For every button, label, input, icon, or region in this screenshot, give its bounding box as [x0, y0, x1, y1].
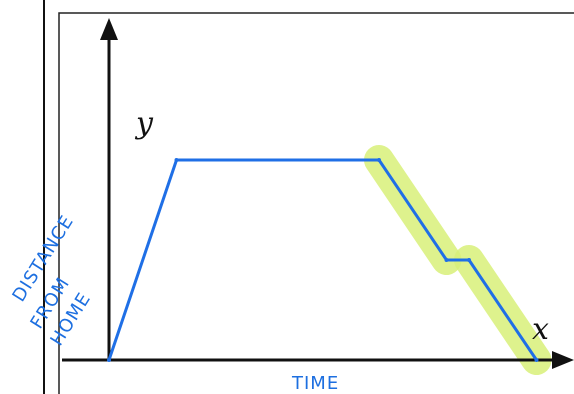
data-point-5	[467, 258, 471, 262]
data-point-3	[377, 158, 381, 162]
data-point-2	[174, 158, 179, 162]
series-layer	[107, 158, 539, 362]
line-segment-5	[467, 258, 538, 362]
x-label-time: TIME	[291, 373, 339, 394]
axes	[62, 18, 574, 369]
data-point-4	[444, 258, 449, 262]
handwritten-y-label: DISTANCE FROM HOME	[8, 211, 95, 349]
x-axis-arrowhead	[552, 351, 574, 369]
data-point-6	[534, 358, 539, 362]
x-axis-letter: x	[532, 312, 549, 347]
y-axis-arrowhead	[100, 18, 118, 40]
data-point-1	[107, 358, 111, 362]
line-segment-1	[107, 158, 178, 362]
line-segment-3	[377, 158, 448, 262]
y-axis-letter: y	[134, 106, 154, 141]
figure-frame	[58, 12, 574, 394]
